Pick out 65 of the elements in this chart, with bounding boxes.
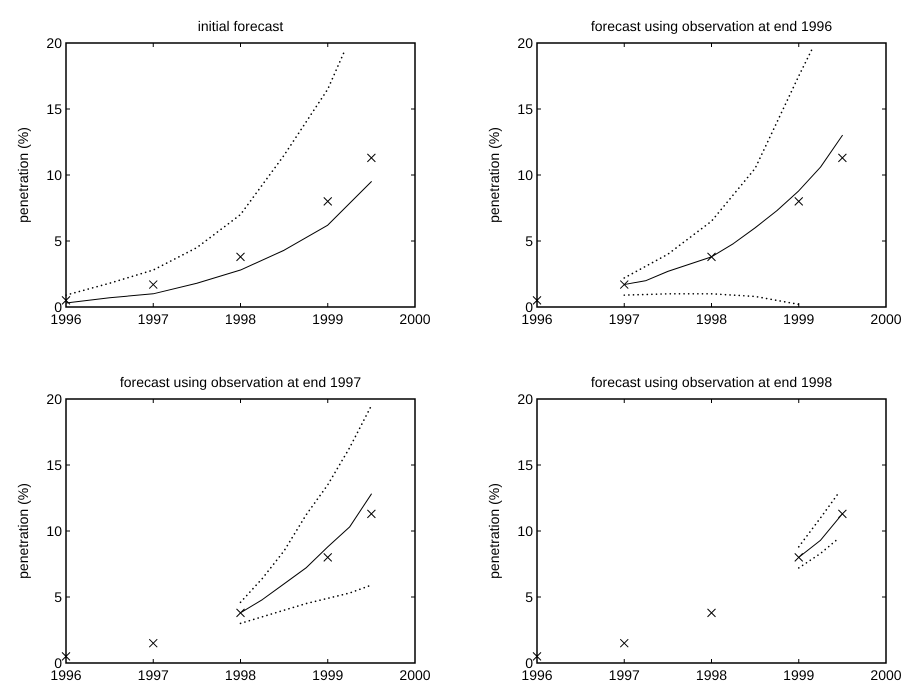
y-axis-title: penetration (%) bbox=[486, 483, 502, 579]
x-tick-label: 1999 bbox=[312, 311, 344, 327]
point bbox=[366, 153, 376, 162]
x-tick-label: 2000 bbox=[399, 667, 431, 683]
point bbox=[62, 652, 70, 661]
point bbox=[236, 608, 245, 618]
point bbox=[323, 552, 332, 562]
x-tick-label: 1998 bbox=[696, 667, 728, 683]
point bbox=[620, 638, 629, 648]
x-tick-label: 1999 bbox=[783, 667, 815, 683]
x-tick-label: 1999 bbox=[312, 667, 344, 683]
x-tick-label: 1999 bbox=[783, 311, 815, 327]
point bbox=[794, 196, 804, 206]
y-tick-label: 20 bbox=[517, 35, 534, 51]
chart-title: forecast using observation at end 1996 bbox=[590, 18, 832, 34]
y-tick-label: 10 bbox=[46, 167, 62, 183]
y-tick-label: 10 bbox=[517, 523, 534, 539]
y-tick-label: 15 bbox=[517, 101, 534, 117]
x-tick-label: 1998 bbox=[224, 667, 256, 683]
point bbox=[236, 252, 245, 262]
point bbox=[148, 638, 158, 648]
y-tick-label: 15 bbox=[46, 457, 62, 473]
point bbox=[707, 608, 716, 618]
point bbox=[838, 153, 847, 162]
y-axis-title: penetration (%) bbox=[15, 127, 31, 223]
y-axis-title: penetration (%) bbox=[486, 127, 502, 223]
line-series bbox=[240, 494, 372, 614]
x-tick-label: 1997 bbox=[608, 311, 640, 327]
y-tick-label: 10 bbox=[46, 523, 62, 539]
point bbox=[838, 509, 847, 518]
point bbox=[323, 196, 332, 206]
line-series bbox=[624, 134, 843, 286]
chart-title: forecast using observation at end 1998 bbox=[590, 374, 832, 390]
x-tick-label: 2000 bbox=[870, 311, 902, 327]
point bbox=[532, 652, 542, 661]
x-tick-label: 1998 bbox=[224, 311, 256, 327]
y-tick-label: 20 bbox=[517, 391, 534, 407]
line-series bbox=[240, 404, 372, 604]
y-tick-label: 15 bbox=[517, 457, 534, 473]
line-series bbox=[623, 48, 813, 279]
point bbox=[707, 252, 716, 262]
line-series bbox=[240, 584, 372, 624]
y-tick-label: 5 bbox=[54, 589, 62, 605]
y-tick-label: 20 bbox=[46, 391, 62, 407]
y-axis-title: penetration (%) bbox=[15, 483, 31, 579]
x-tick-label: 2000 bbox=[399, 311, 431, 327]
y-tick-label: 15 bbox=[46, 101, 62, 117]
y-tick-label: 5 bbox=[525, 589, 534, 605]
point bbox=[794, 552, 804, 562]
point bbox=[366, 509, 376, 518]
point bbox=[532, 296, 542, 305]
x-tick-label: 1997 bbox=[608, 667, 640, 683]
point bbox=[620, 280, 629, 290]
point bbox=[62, 296, 70, 305]
chart-title: forecast using observation at end 1997 bbox=[120, 374, 362, 390]
x-tick-label: 1997 bbox=[138, 311, 170, 327]
chart-title: initial forecast bbox=[198, 18, 284, 34]
x-tick-label: 1997 bbox=[138, 667, 170, 683]
x-tick-label: 2000 bbox=[870, 667, 902, 683]
x-tick-label: 1998 bbox=[696, 311, 728, 327]
y-tick-label: 20 bbox=[46, 35, 62, 51]
point bbox=[148, 280, 158, 290]
y-tick-label: 10 bbox=[517, 167, 534, 183]
y-tick-label: 5 bbox=[54, 233, 62, 249]
y-tick-label: 5 bbox=[525, 233, 534, 249]
